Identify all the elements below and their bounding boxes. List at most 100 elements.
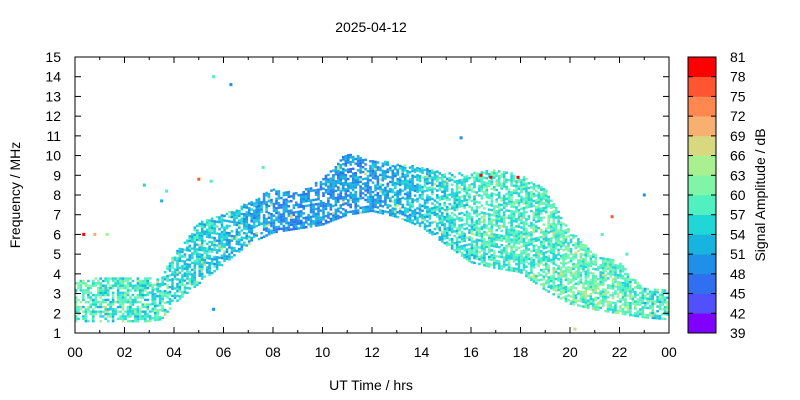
- heatmap-cell: [376, 182, 380, 185]
- heatmap-cell: [200, 253, 204, 257]
- heatmap-cell: [639, 310, 642, 314]
- heatmap-cell: [74, 298, 78, 302]
- heatmap-cell: [403, 169, 407, 172]
- heatmap-cell: [502, 225, 506, 228]
- heatmap-cell: [109, 303, 112, 306]
- heatmap-cell: [453, 194, 456, 198]
- heatmap-cell: [614, 266, 617, 269]
- heatmap-cell: [188, 270, 192, 274]
- heatmap-cell: [505, 251, 508, 255]
- heatmap-cell: [386, 206, 390, 209]
- heatmap-cell: [349, 191, 352, 195]
- heatmap-cell: [188, 282, 192, 285]
- heatmap-cell: [292, 197, 296, 200]
- heatmap-cell: [540, 231, 543, 234]
- heatmap-cell: [342, 184, 345, 187]
- heatmap-cell: [139, 312, 142, 316]
- heatmap-cell: [163, 289, 167, 293]
- heatmap-cell: [522, 256, 526, 259]
- heatmap-cell: [235, 221, 239, 224]
- heatmap-cell: [223, 231, 226, 234]
- heatmap-cell: [319, 204, 323, 208]
- heatmap-cell: [166, 296, 169, 299]
- heatmap-cell: [314, 181, 318, 185]
- heatmap-cell: [354, 181, 357, 184]
- heatmap-cell: [483, 238, 486, 241]
- heatmap-cell: [161, 309, 164, 312]
- heatmap-cell: [376, 166, 380, 169]
- heatmap-cell: [295, 222, 298, 226]
- heatmap-cell: [156, 318, 159, 321]
- heatmap-cell: [483, 221, 486, 224]
- heatmap-cell: [592, 267, 595, 270]
- heatmap-cell: [505, 263, 508, 267]
- heatmap-cell: [562, 296, 565, 299]
- heatmap-cell: [299, 224, 303, 227]
- heatmap-cell: [351, 179, 355, 182]
- heatmap-cell: [438, 221, 442, 225]
- heatmap-cell: [624, 287, 627, 290]
- heatmap-cell: [656, 305, 659, 308]
- heatmap-cell: [520, 179, 523, 182]
- heatmap-cell: [275, 200, 278, 203]
- heatmap-cell: [468, 250, 471, 253]
- heatmap-cell: [290, 214, 293, 217]
- heatmap-cell: [641, 289, 645, 293]
- heatmap-cell: [250, 213, 253, 216]
- heatmap-cell: [661, 312, 664, 316]
- heatmap-cell: [210, 226, 214, 230]
- heatmap-cell: [116, 293, 120, 297]
- heatmap-cell: [337, 162, 340, 166]
- heatmap-cell: [495, 262, 498, 265]
- heatmap-cell: [334, 199, 338, 202]
- heatmap-cell: [443, 197, 447, 200]
- heatmap-cell: [334, 196, 338, 200]
- heatmap-cell: [386, 163, 390, 167]
- heatmap-cell: [547, 226, 550, 229]
- heatmap-cell: [577, 264, 580, 267]
- heatmap-cell: [488, 184, 491, 188]
- heatmap-cell: [525, 270, 528, 273]
- heatmap-cell: [342, 186, 345, 190]
- heatmap-cell: [443, 227, 447, 231]
- heatmap-cell: [562, 234, 565, 238]
- heatmap-cell: [527, 191, 531, 194]
- heatmap-cell: [277, 213, 281, 217]
- heatmap-cell: [564, 262, 568, 265]
- heatmap-cell: [450, 192, 454, 196]
- heatmap-cell: [99, 284, 102, 287]
- heatmap-cell: [200, 234, 204, 238]
- heatmap-cell: [391, 195, 395, 198]
- heatmap-cell: [379, 197, 382, 200]
- heatmap-cell: [574, 296, 578, 299]
- heatmap-cell: [299, 200, 303, 204]
- heatmap-cell: [233, 247, 236, 250]
- heatmap-cell: [535, 253, 538, 257]
- heatmap-cell: [624, 305, 627, 309]
- heatmap-cell: [629, 304, 632, 307]
- heatmap-cell: [527, 241, 531, 244]
- heatmap-cell: [463, 199, 466, 202]
- heatmap-cell: [322, 178, 325, 181]
- heatmap-cell: [601, 288, 605, 291]
- heatmap-cell: [502, 216, 506, 219]
- heatmap-cell: [589, 285, 593, 289]
- heatmap-cell: [510, 177, 513, 180]
- heatmap-cell: [594, 256, 597, 259]
- heatmap-cell: [332, 204, 335, 208]
- heatmap-cell: [624, 301, 627, 304]
- heatmap-cell: [455, 194, 459, 197]
- heatmap-cell: [510, 240, 513, 244]
- heatmap-cell: [530, 226, 533, 229]
- heatmap-cell: [468, 224, 471, 227]
- heatmap-cell: [505, 237, 508, 241]
- heatmap-cell: [208, 273, 211, 277]
- heatmap-cell: [255, 210, 258, 214]
- heatmap-cell: [460, 223, 464, 227]
- heatmap-cell: [535, 239, 538, 242]
- heatmap-cell: [525, 253, 528, 257]
- heatmap-cell: [559, 221, 563, 224]
- heatmap-cell: [490, 194, 494, 198]
- heatmap-cell: [186, 258, 189, 261]
- heatmap-cell: [411, 165, 414, 168]
